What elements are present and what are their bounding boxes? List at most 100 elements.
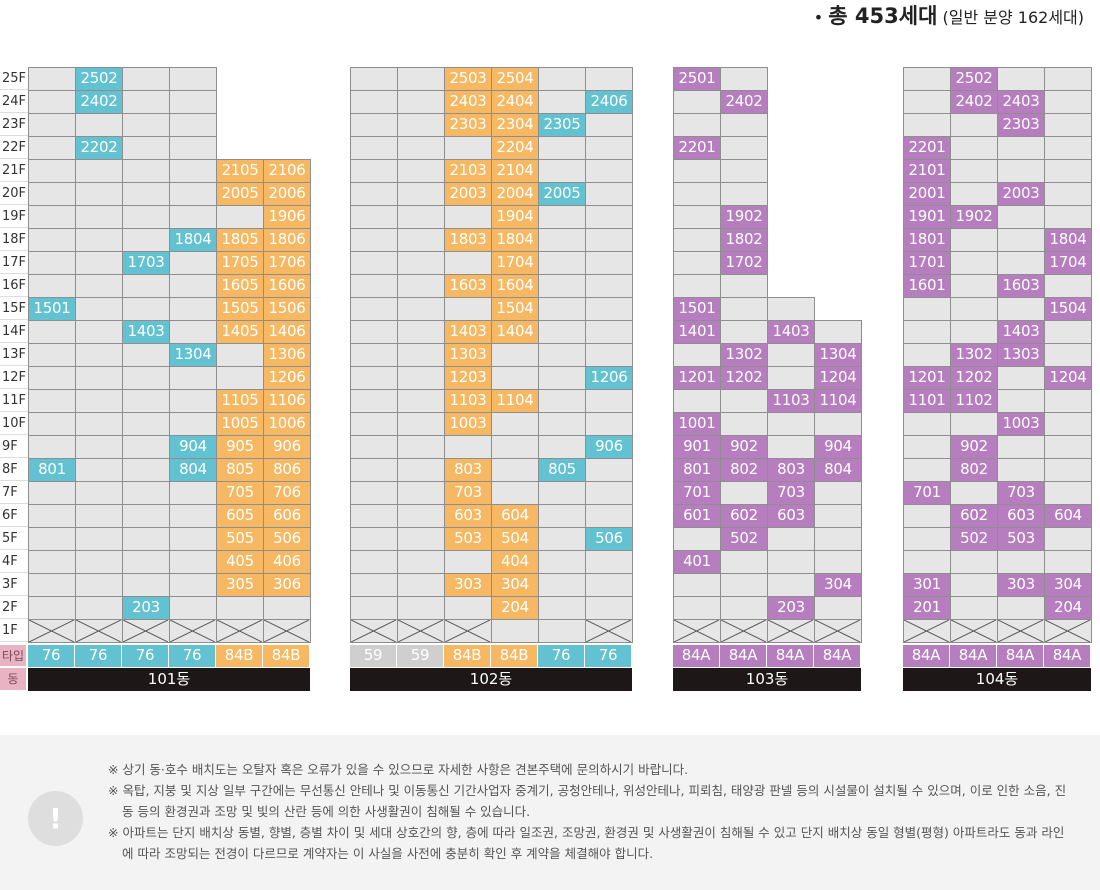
unit-cell: 203: [122, 596, 170, 620]
empty-cell: [720, 573, 768, 597]
type-cell: 59: [350, 645, 397, 667]
empty-cell: [28, 527, 76, 551]
empty-cell: [585, 182, 633, 206]
unit-cell: 2402: [75, 90, 123, 114]
empty-cell: [28, 274, 76, 298]
empty-cell: [75, 182, 123, 206]
type-cell: 84B: [491, 645, 538, 667]
empty-cell: [1044, 159, 1092, 183]
empty-cell: [28, 228, 76, 252]
type-cell: 76: [75, 645, 122, 667]
empty-cell: [350, 136, 398, 160]
empty-cell: [75, 274, 123, 298]
empty-cell: [720, 481, 768, 505]
empty-cell: [997, 67, 1045, 91]
unit-cell: 1404: [491, 320, 539, 344]
unit-cell: 1601: [903, 274, 951, 298]
empty-cell: [585, 136, 633, 160]
unit-cell: 406: [263, 550, 311, 574]
unit-cell: 1401: [673, 320, 721, 344]
unit-cell: 2404: [491, 90, 539, 114]
unit-cell: 2406: [585, 90, 633, 114]
empty-cell: [491, 412, 539, 436]
unit-cell: 1202: [950, 366, 998, 390]
unit-cell: 502: [720, 527, 768, 551]
unit-cell: 2005: [538, 182, 586, 206]
empty-cell: [720, 274, 768, 298]
empty-cell: [350, 504, 398, 528]
empty-cell: [767, 527, 815, 551]
unit-cell: 1201: [673, 366, 721, 390]
empty-cell: [397, 251, 445, 275]
empty-cell: [169, 504, 217, 528]
empty-cell: [538, 320, 586, 344]
empty-cell: [903, 113, 951, 137]
empty-cell: [350, 481, 398, 505]
pilotis-x: [768, 620, 813, 642]
empty-cell: [444, 297, 492, 321]
empty-cell: [350, 182, 398, 206]
empty-cell: [1044, 481, 1092, 505]
unit-cell: 2003: [997, 182, 1045, 206]
empty-cell: [397, 573, 445, 597]
empty-cell: [997, 458, 1045, 482]
empty-cell: [397, 596, 445, 620]
empty-cell: [350, 527, 398, 551]
floor-label: 11F: [0, 389, 28, 412]
unit-cell: 603: [767, 504, 815, 528]
empty-cell: [585, 228, 633, 252]
unit-cell: 802: [720, 458, 768, 482]
empty-cell: [75, 113, 123, 137]
unit-cell: 1103: [767, 389, 815, 413]
unit-cell: 1304: [814, 343, 862, 367]
unit-cell: 1201: [903, 366, 951, 390]
empty-cell: [397, 504, 445, 528]
pilotis-cell: [216, 619, 264, 643]
unit-cell: 1104: [814, 389, 862, 413]
empty-cell: [950, 274, 998, 298]
unit-cell: 201: [903, 596, 951, 620]
unit-cell: 1902: [720, 205, 768, 229]
empty-cell: [720, 67, 768, 91]
unit-cell: 1102: [950, 389, 998, 413]
empty-cell: [491, 343, 539, 367]
empty-cell: [997, 159, 1045, 183]
floor-label: 18F: [0, 228, 28, 251]
empty-cell: [75, 481, 123, 505]
unit-cell: 405: [216, 550, 264, 574]
unit-cell: 2105: [216, 159, 264, 183]
unit-cell: 806: [263, 458, 311, 482]
empty-cell: [538, 435, 586, 459]
unit-cell: 502: [950, 527, 998, 551]
type-cell: 84A: [950, 645, 997, 667]
empty-cell: [397, 458, 445, 482]
unit-cell: 1804: [169, 228, 217, 252]
empty-cell: [1044, 205, 1092, 229]
unit-cell: 1804: [1044, 228, 1092, 252]
empty-cell: [350, 320, 398, 344]
pilotis-x: [123, 620, 168, 642]
unit-cell: 2201: [903, 136, 951, 160]
empty-cell: [28, 113, 76, 137]
empty-cell: [28, 159, 76, 183]
empty-cell: [1044, 389, 1092, 413]
unit-cell: 1202: [720, 366, 768, 390]
empty-cell: [28, 67, 76, 91]
empty-cell: [585, 205, 633, 229]
empty-cell: [767, 435, 815, 459]
unit-cell: 802: [950, 458, 998, 482]
pilotis-cell: [950, 619, 998, 643]
unit-cell: 706: [263, 481, 311, 505]
unit-cell: 1101: [903, 389, 951, 413]
empty-cell: [538, 389, 586, 413]
empty-cell: [397, 550, 445, 574]
unit-cell: 1801: [903, 228, 951, 252]
floor-label: 15F: [0, 297, 28, 320]
empty-cell: [997, 297, 1045, 321]
empty-cell: [122, 228, 170, 252]
empty-cell: [169, 136, 217, 160]
pilotis-x: [815, 620, 860, 642]
unit-cell: 503: [444, 527, 492, 551]
type-cell: 76: [538, 645, 585, 667]
